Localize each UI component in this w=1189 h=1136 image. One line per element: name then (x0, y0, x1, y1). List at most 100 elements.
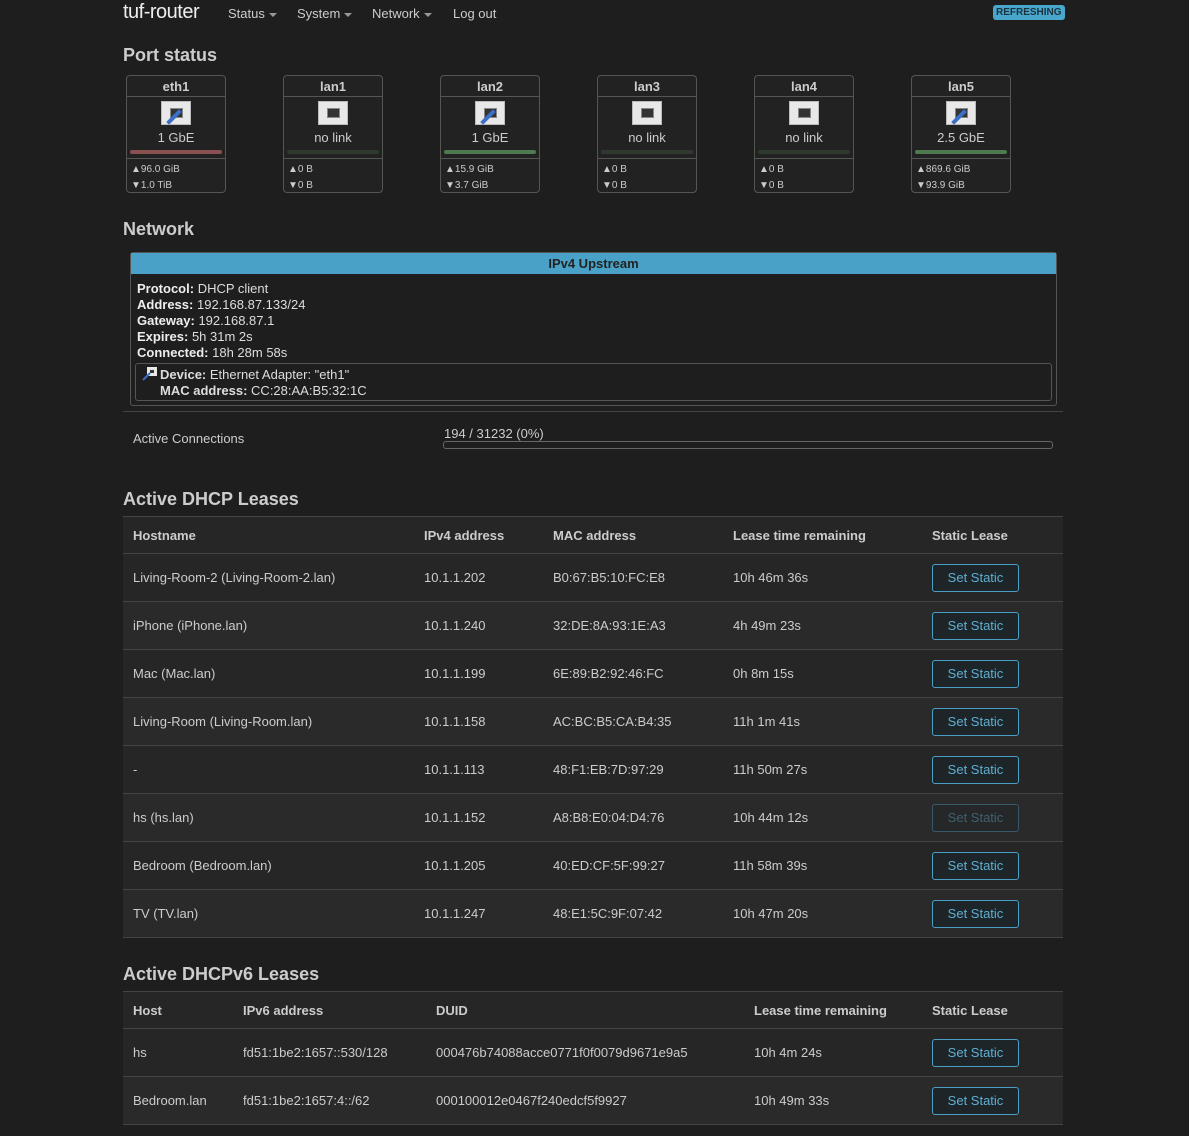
ethernet-port-icon (632, 101, 662, 125)
set-static-button[interactable]: Set Static (932, 1086, 1019, 1115)
ipv4-address: 10.1.1.240 (414, 601, 543, 650)
mac-address: B0:67:B5:10:FC:E8 (543, 553, 723, 602)
port-card-lan3: lan3 no link ▲0 B ▼0 B (597, 75, 697, 193)
mac-label: MAC address: (160, 383, 248, 398)
ipv4-address: 10.1.1.113 (414, 745, 543, 794)
table-row: Living-Room-2 (Living-Room-2.lan) 10.1.1… (123, 553, 1063, 602)
download-arrow-icon: ▼ (445, 180, 455, 191)
menu-status[interactable]: Status (228, 6, 277, 21)
field-value: 192.168.87.1 (198, 313, 275, 328)
table-row: hs (hs.lan) 10.1.1.152 A8:B8:E0:04:D4:76… (123, 793, 1063, 842)
dhcp-title: Active DHCP Leases (123, 489, 299, 509)
field-value: 5h 31m 2s (191, 329, 253, 344)
lease-time: 4h 49m 23s (723, 601, 922, 650)
mac-address: 40:ED:CF:5F:99:27 (543, 841, 723, 890)
lease-time: 10h 47m 20s (723, 889, 922, 938)
brand-logo[interactable]: tuf-router (123, 1, 200, 23)
port-name: eth1 (127, 76, 225, 97)
port-link-bar (601, 150, 693, 154)
network-title: Network (123, 219, 195, 239)
static-lease-cell: Set Static (922, 697, 1063, 746)
host: Bedroom.lan (123, 1076, 233, 1125)
field-label: Gateway: (137, 313, 195, 328)
mac-address: 6E:89:B2:92:46:FC (543, 649, 723, 698)
menu-system[interactable]: System (297, 6, 353, 21)
caret-down-icon (344, 12, 353, 17)
lease-time: 11h 50m 27s (723, 745, 922, 794)
static-lease-cell: Set Static (922, 649, 1063, 698)
col-lease: Lease time remaining (723, 516, 922, 554)
col-host: Host (123, 991, 233, 1029)
field-label: Address: (137, 297, 194, 312)
upstream-field: Protocol: DHCP client (137, 281, 1056, 297)
port-name: lan1 (284, 76, 382, 97)
ipv4-upstream-panel: IPv4 Upstream Protocol: DHCP client Addre… (130, 252, 1057, 406)
col-static: Static Lease (922, 991, 1063, 1029)
set-static-button[interactable]: Set Static (932, 563, 1019, 592)
ethernet-port-icon (789, 101, 819, 125)
col-ipv6: IPv6 address (233, 991, 426, 1029)
port-traffic: ▲0 B ▼0 B (755, 158, 853, 194)
refreshing-badge[interactable]: REFRESHING (993, 5, 1065, 20)
lease-time: 0h 8m 15s (723, 649, 922, 698)
port-link-bar (758, 150, 850, 154)
tx-value: 869.6 GiB (925, 164, 971, 175)
table-row: - 10.1.1.113 48:F1:EB:7D:97:29 11h 50m 2… (123, 745, 1063, 794)
port-traffic: ▲96.0 GiB ▼1.0 TiB (127, 158, 225, 194)
caret-down-icon (423, 12, 432, 17)
download-arrow-icon: ▼ (288, 180, 298, 191)
upload-arrow-icon: ▲ (759, 164, 769, 175)
rx-value: 0 B (768, 180, 784, 191)
hostname: iPhone (iPhone.lan) (123, 601, 414, 650)
upload-arrow-icon: ▲ (131, 164, 141, 175)
upload-arrow-icon: ▲ (916, 164, 926, 175)
table-row: iPhone (iPhone.lan) 10.1.1.240 32:DE:8A:… (123, 601, 1063, 650)
port-link-bar (444, 150, 536, 154)
set-static-button[interactable]: Set Static (932, 851, 1019, 880)
duid: 000100012e0467f240edcf5f9927 (426, 1076, 744, 1125)
table-row: Bedroom (Bedroom.lan) 10.1.1.205 40:ED:C… (123, 841, 1063, 890)
col-lease: Lease time remaining (744, 991, 922, 1029)
menu-label: Network (372, 6, 420, 21)
set-static-button[interactable]: Set Static (932, 611, 1019, 640)
rx-value: 0 B (611, 180, 627, 191)
logout-link[interactable]: Log out (453, 6, 497, 21)
set-static-button[interactable]: Set Static (932, 899, 1019, 928)
active-connections-progress (443, 441, 1053, 449)
duid: 000476b74088acce0771f0f0079d9671e9a5 (426, 1028, 744, 1077)
tx-value: 0 B (611, 164, 627, 175)
menu-network[interactable]: Network (372, 6, 432, 21)
field-value: 18h 28m 58s (212, 345, 288, 360)
port-speed: no link (314, 130, 352, 145)
set-static-button[interactable]: Set Static (932, 707, 1019, 736)
set-static-button[interactable]: Set Static (932, 1038, 1019, 1067)
port-name: lan3 (598, 76, 696, 97)
set-static-button[interactable]: Set Static (932, 755, 1019, 784)
upstream-info: Protocol: DHCP client Address: 192.168.87… (131, 274, 1056, 361)
static-lease-cell: Set Static (922, 553, 1063, 602)
port-traffic: ▲0 B ▼0 B (284, 158, 382, 194)
port-card-lan5: lan5 2.5 GbE ▲869.6 GiB ▼93.9 GiB (911, 75, 1011, 193)
field-value: 192.168.87.133/24 (196, 297, 306, 312)
table-header-row: Hostname IPv4 address MAC address Lease … (123, 516, 1063, 554)
hostname: TV (TV.lan) (123, 889, 414, 938)
caret-down-icon (268, 12, 277, 17)
ethernet-connected-icon (161, 101, 191, 125)
upload-arrow-icon: ▲ (445, 164, 455, 175)
port-speed: 1 GbE (471, 130, 509, 145)
set-static-button[interactable]: Set Static (932, 659, 1019, 688)
lease-time: 10h 49m 33s (744, 1076, 922, 1125)
dhcp6-leases-table: Host IPv6 address DUID Lease time remain… (123, 991, 1063, 1125)
download-arrow-icon: ▼ (759, 180, 769, 191)
upload-arrow-icon: ▲ (602, 164, 612, 175)
device-label: Device: (160, 367, 207, 382)
col-static: Static Lease (922, 516, 1063, 554)
rx-value: 0 B (297, 180, 313, 191)
port-speed: 1 GbE (157, 130, 195, 145)
ethernet-port-icon (142, 367, 157, 381)
mac-value: CC:28:AA:B5:32:1C (251, 383, 367, 398)
static-lease-cell: Set Static (922, 889, 1063, 938)
table-row: hs fd51:1be2:1657::530/128 000476b74088a… (123, 1028, 1063, 1077)
static-lease-cell: Set Static (922, 745, 1063, 794)
ethernet-connected-icon (475, 101, 505, 125)
